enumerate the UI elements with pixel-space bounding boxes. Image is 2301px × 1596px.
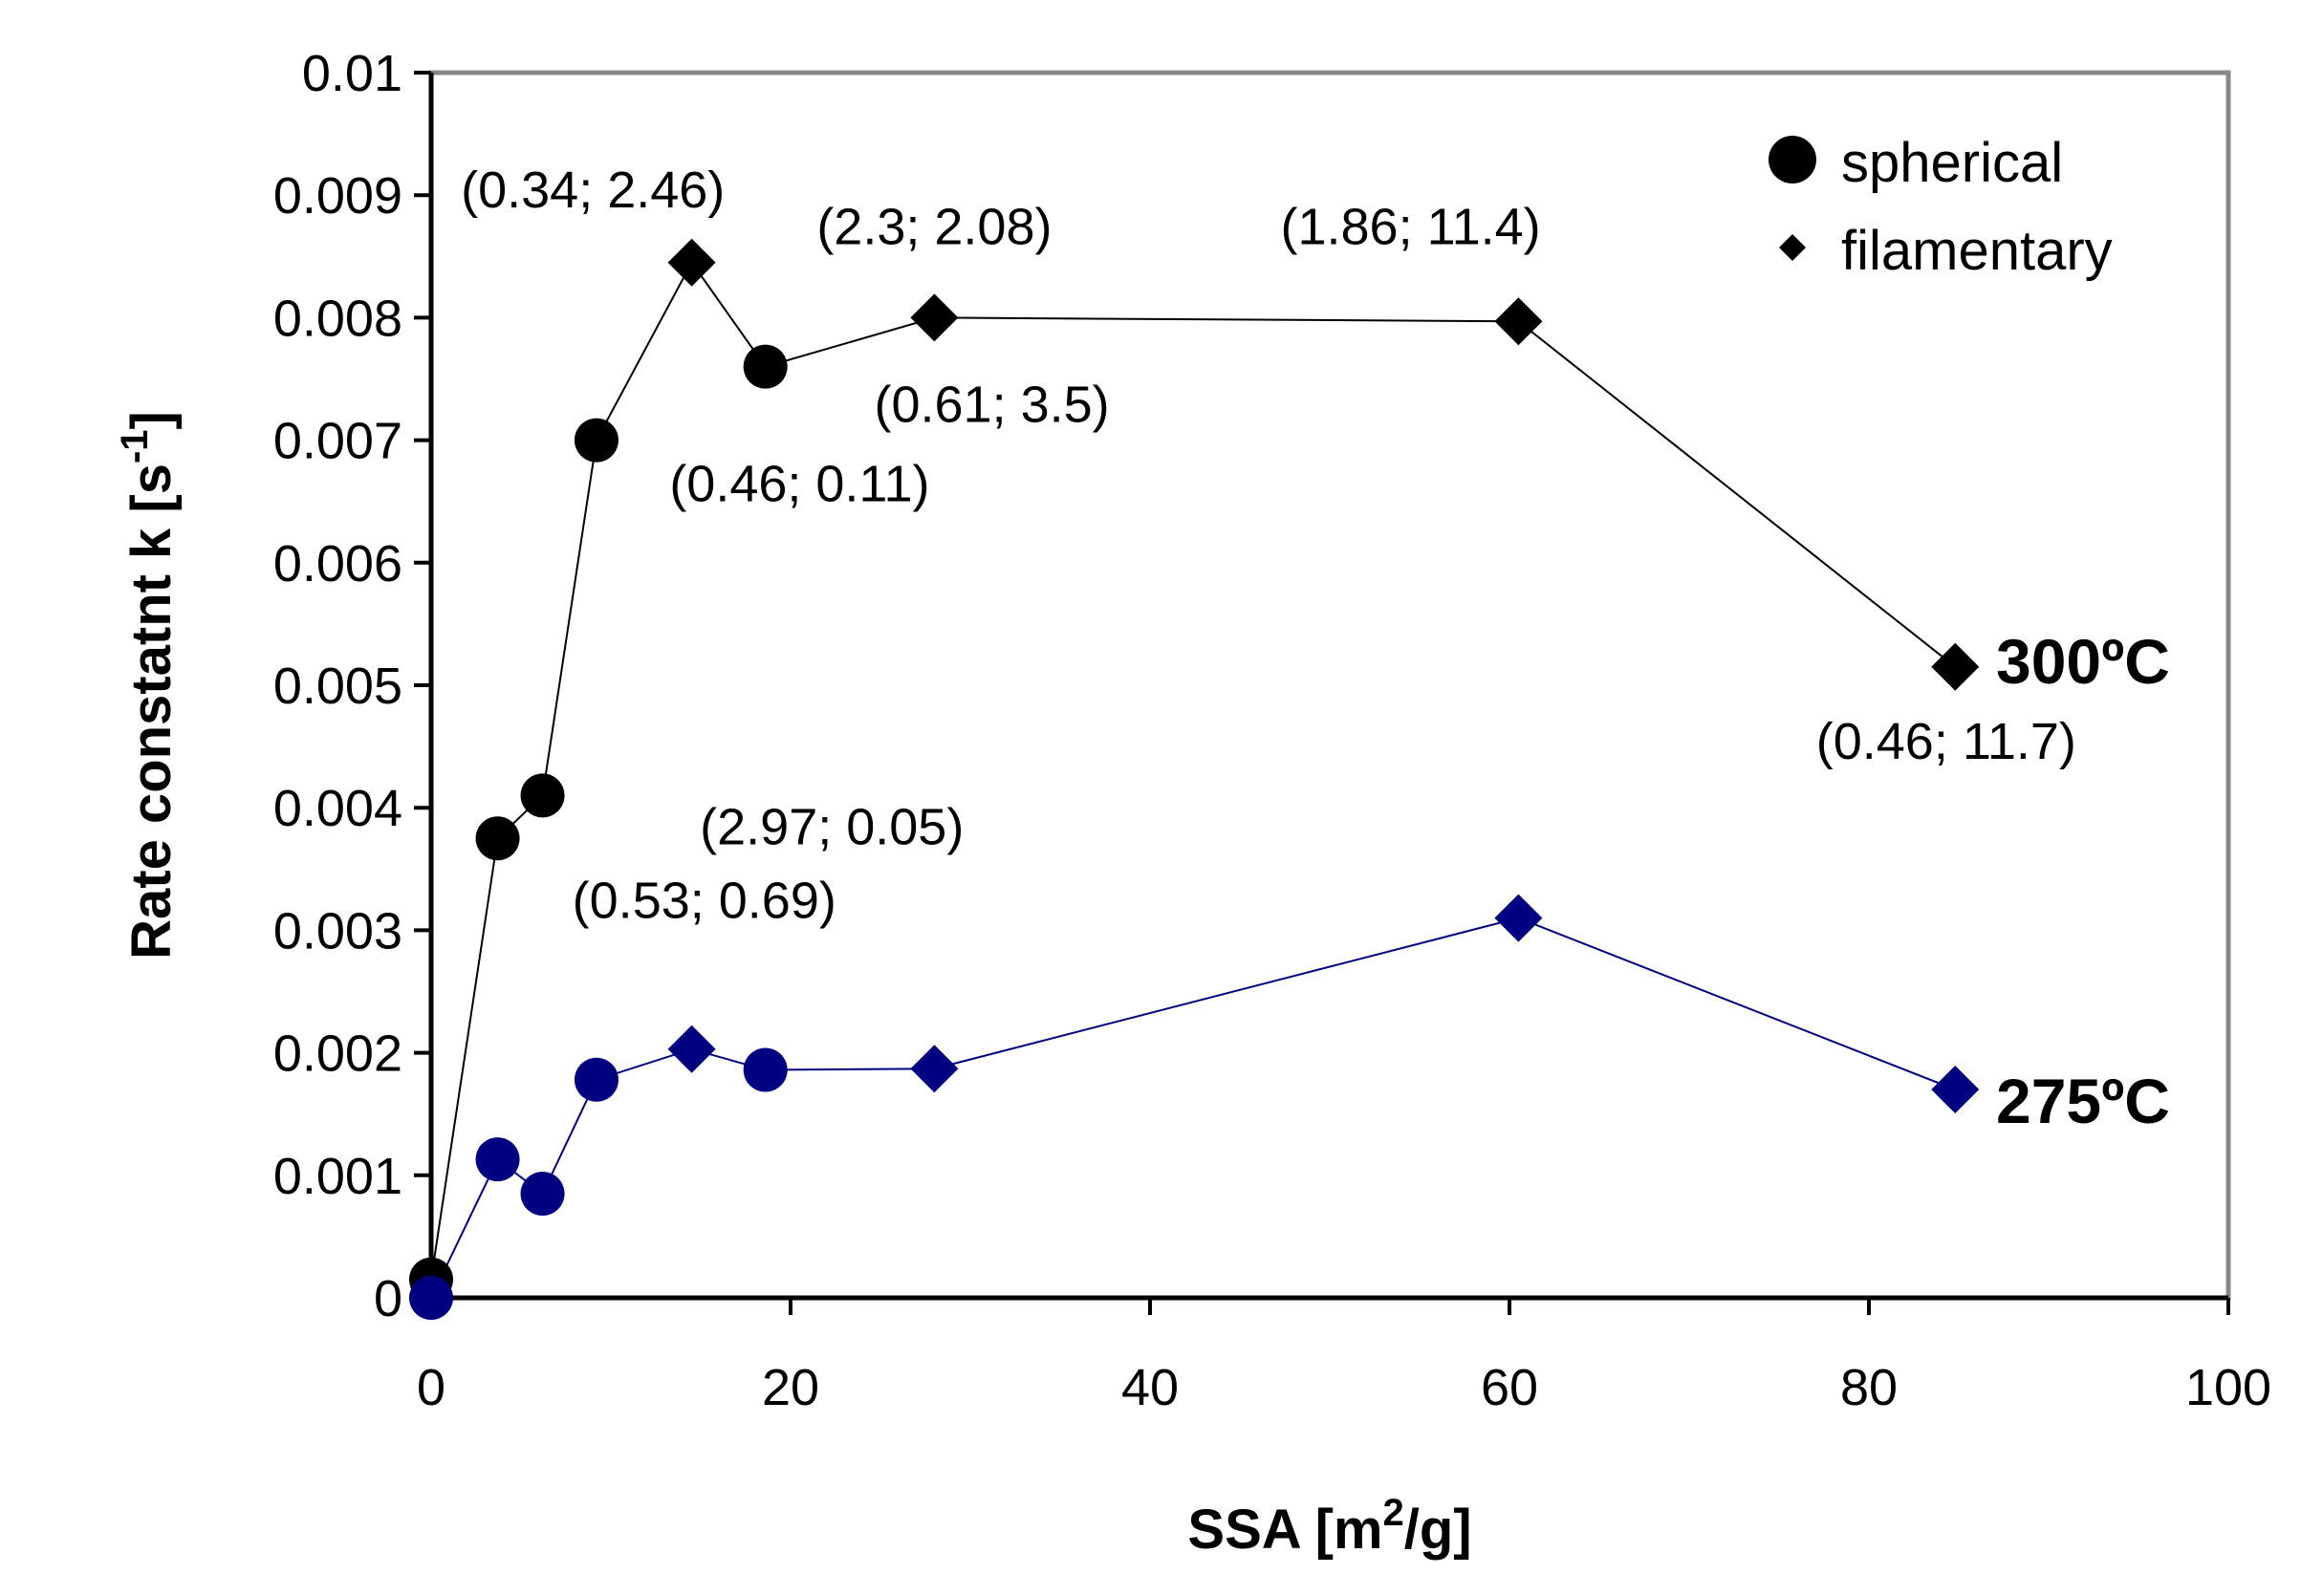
y-tick-label: 0.001 [273, 1148, 402, 1205]
data-point-circle [743, 344, 788, 389]
data-point-diamond [910, 293, 959, 342]
series-label-300: 300ºC [1996, 626, 2170, 697]
x-tick-label: 80 [1840, 1359, 1898, 1416]
x-ticks: 0 20 40 60 80 100 [417, 1298, 2271, 1416]
y-axis-title-sup: -1 [114, 429, 156, 464]
y-tick-label: 0.01 [302, 45, 402, 102]
y-axis-title: Rate constatnt k [s-1] [114, 411, 183, 960]
data-point-diamond [667, 1024, 716, 1073]
x-axis-title-sup: 2 [1383, 1492, 1404, 1534]
plot-area [428, 70, 2231, 1301]
y-ticks: 0 0.001 0.002 0.003 0.004 0.005 0.006 0.007 0.00… [273, 45, 431, 1327]
point-annotation: (0.53; 0.69) [573, 873, 836, 930]
series-label-275: 275ºC [1996, 1066, 2170, 1136]
x-tick-label: 60 [1481, 1359, 1538, 1416]
y-tick-label: 0 [374, 1270, 402, 1327]
data-point-diamond [910, 1045, 959, 1093]
data-point-diamond [1494, 894, 1543, 942]
y-tick-label: 0.004 [273, 780, 402, 837]
data-point-circle [475, 1137, 520, 1182]
legend-circle-marker [1769, 136, 1816, 183]
y-tick-label: 0.007 [273, 413, 402, 470]
data-point-circle [743, 1047, 788, 1092]
data-point-circle [520, 773, 565, 818]
data-point-circle [475, 816, 520, 861]
legend-label-filamentary: filamentary [1841, 220, 2113, 282]
point-annotation: (2.97; 0.05) [700, 799, 964, 856]
point-annotation: (1.86; 11.4) [1281, 198, 1541, 255]
point-annotation: (0.34; 2.46) [461, 162, 725, 219]
x-tick-label: 20 [762, 1359, 819, 1416]
x-tick-label: 100 [2185, 1359, 2271, 1416]
legend: spherical filamentary [1769, 132, 2113, 282]
x-tick-label: 0 [417, 1359, 445, 1416]
data-point-circle [520, 1172, 565, 1217]
data-point-circle [574, 1057, 619, 1102]
y-tick-label: 0.002 [273, 1025, 402, 1083]
point-annotation: (0.61; 3.5) [874, 376, 1109, 433]
y-tick-label: 0.003 [273, 902, 402, 960]
data-point-diamond [667, 238, 716, 287]
series-points [409, 238, 1980, 1320]
legend-label-spherical: spherical [1841, 132, 2063, 194]
annotations: (0.34; 2.46) (2.3; 2.08) (1.86; 11.4) (0.61… [461, 162, 2076, 930]
data-point-diamond [1931, 1066, 1980, 1114]
point-annotation: (2.3; 2.08) [816, 198, 1052, 255]
y-tick-label: 0.008 [273, 290, 402, 347]
y-tick-label: 0.005 [273, 658, 402, 715]
point-annotation: (0.46; 0.11) [669, 456, 929, 513]
x-axis-title: SSA [m2/g] [1187, 1492, 1471, 1561]
legend-diamond-marker [1779, 234, 1806, 261]
data-point-circle [574, 418, 619, 463]
point-annotation: (0.46; 11.7) [1816, 713, 2076, 770]
y-tick-label: 0.009 [273, 167, 402, 225]
data-point-diamond [1931, 642, 1980, 691]
data-point-circle [409, 1276, 453, 1320]
data-point-diamond [1494, 297, 1543, 346]
y-tick-label: 0.006 [273, 535, 402, 593]
x-tick-label: 40 [1121, 1359, 1179, 1416]
